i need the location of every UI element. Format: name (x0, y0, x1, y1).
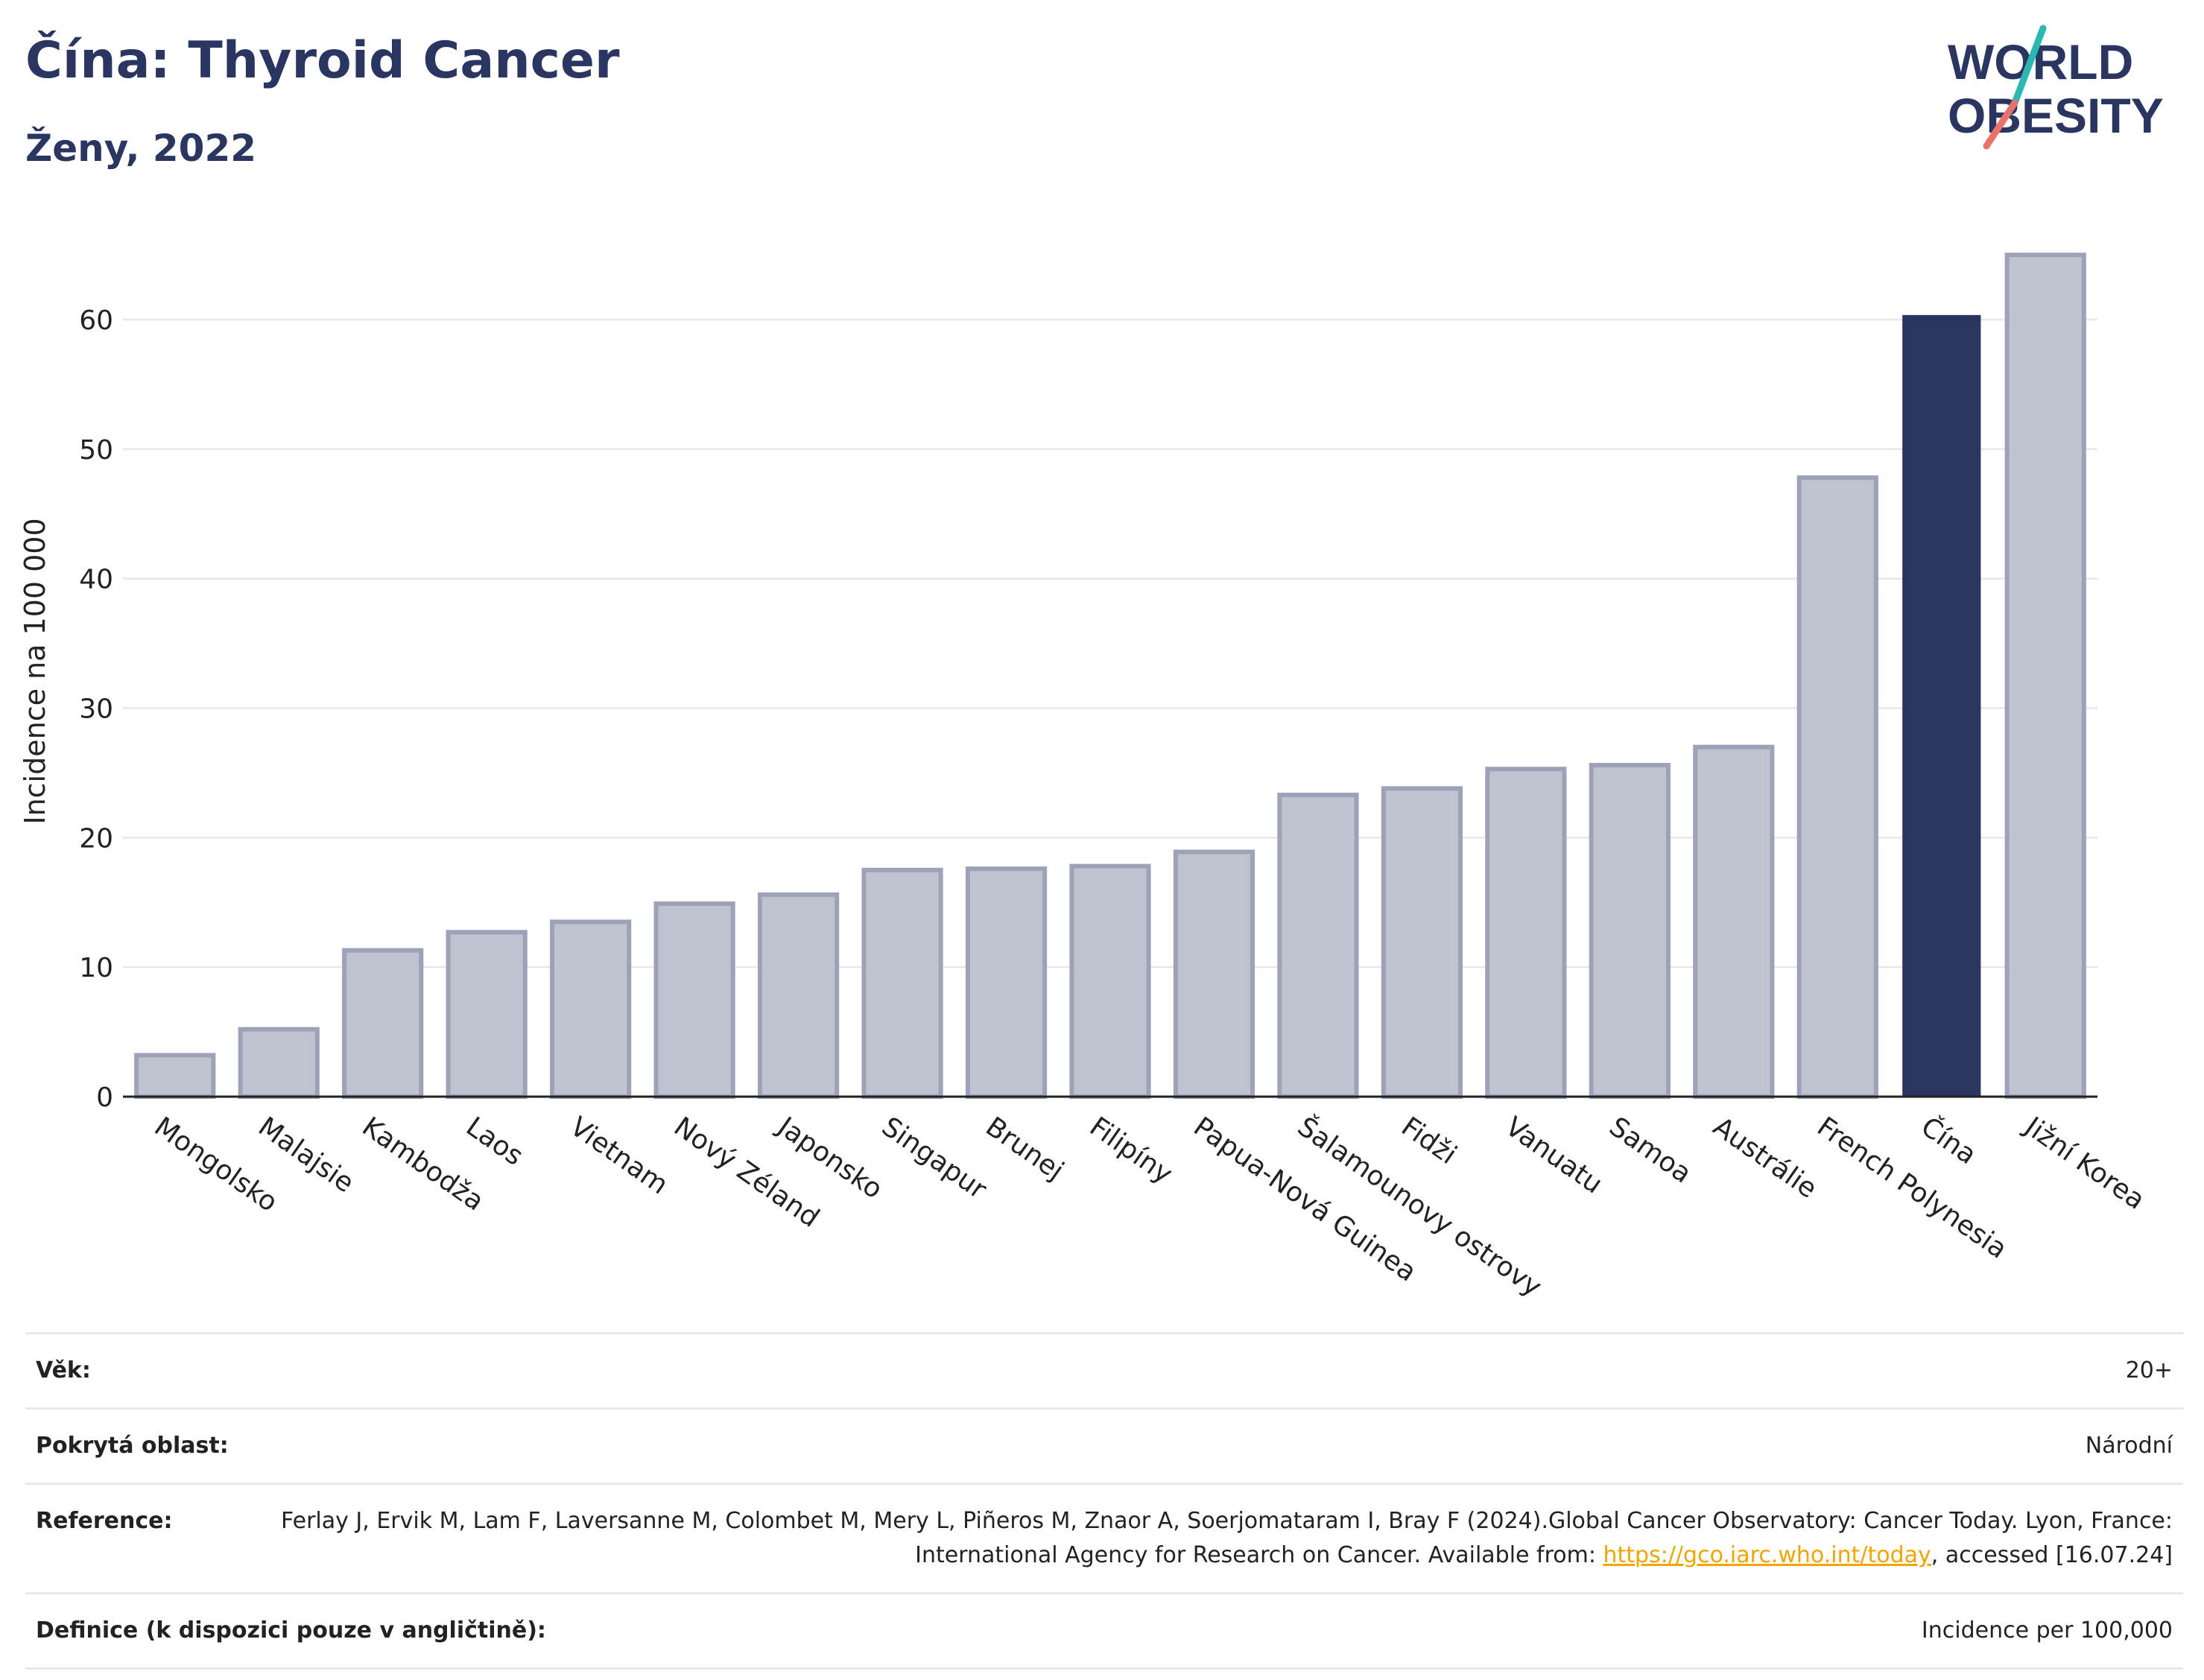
x-tick-label: Filipíny (1084, 1112, 1178, 1190)
bar-brunej (965, 866, 1048, 1099)
info-label: Reference: (36, 1508, 173, 1534)
info-label: Věk: (36, 1357, 91, 1383)
y-axis-label: Incidence na 100 000 (19, 518, 51, 824)
reference-link[interactable]: https://gco.iarc.who.int/today (1603, 1542, 1931, 1568)
y-tick-label: 50 (79, 435, 113, 466)
bar-mongolsko (134, 1053, 216, 1099)
bar-malajsie (238, 1027, 320, 1100)
y-tick-label: 20 (79, 823, 113, 854)
bar-čína (1902, 314, 1981, 1097)
x-tick-label: Čína (1916, 1111, 1983, 1170)
x-tick-label: Singapur (876, 1112, 992, 1205)
bar-vanuatu (1485, 767, 1567, 1099)
info-row-coverage: Pokrytá oblast: Národní (25, 1407, 2183, 1483)
info-value: Ferlay J, Ervik M, Lam F, Laversanne M, … (202, 1504, 2173, 1573)
bar-filipíny (1069, 863, 1151, 1099)
y-tick-label: 60 (79, 305, 113, 336)
info-row-reference: Reference: Ferlay J, Ervik M, Lam F, Lav… (25, 1483, 2183, 1592)
info-label: Pokrytá oblast: (36, 1433, 229, 1459)
bar-kambodža (342, 948, 424, 1100)
y-tick-label: 40 (79, 565, 113, 595)
info-value: 20+ (2125, 1357, 2173, 1383)
reference-accessed: , accessed [16.07.24] (1931, 1542, 2173, 1568)
bar-papua-nová-guinea (1173, 849, 1255, 1099)
y-tick-label: 10 (79, 953, 113, 983)
info-value: Incidence per 100,000 (1921, 1617, 2173, 1643)
bar-french-polynesia (1796, 475, 1878, 1099)
info-row-age: Věk: 20+ (25, 1332, 2183, 1407)
bar-samoa (1589, 763, 1671, 1099)
svg-text:OBESITY: OBESITY (1948, 88, 2164, 143)
x-tick-label: Brunej (980, 1112, 1069, 1187)
reference-text: Ferlay J, Ervik M, Lam F, Laversanne M, … (281, 1508, 2173, 1568)
bar-austrálie (1693, 744, 1775, 1099)
y-axis-ticks: 0 10 20 30 40 50 60 (79, 305, 113, 1113)
bar-japonsko (757, 892, 840, 1100)
page-title: Čína: Thyroid Cancer (25, 31, 620, 90)
x-tick-label: Vietnam (564, 1112, 673, 1201)
info-label: Definice (k dispozici pouze v angličtině… (36, 1617, 546, 1643)
info-value: Národní (2085, 1433, 2173, 1459)
bar-fidži (1381, 786, 1463, 1100)
bar-singapur (861, 867, 943, 1099)
x-tick-label: Jižní Korea (2018, 1111, 2150, 1216)
bar-šalamounovy-ostrovy (1277, 792, 1359, 1100)
x-tick-label: Samoa (1603, 1112, 1697, 1190)
y-tick-label: 30 (79, 694, 113, 725)
info-row-definition: Definice (k dispozici pouze v angličtině… (25, 1592, 2183, 1670)
world-obesity-logo: WORLD OBESITY (1937, 21, 2191, 155)
bars (134, 253, 2086, 1100)
bar-jižní-korea (2004, 253, 2086, 1099)
x-tick-label: French Polynesia (1811, 1112, 2013, 1265)
x-tick-label: Fidži (1396, 1112, 1462, 1170)
x-tick-label: Laos (460, 1112, 528, 1172)
y-tick-label: 0 (96, 1083, 113, 1113)
bar-vietnam (550, 919, 632, 1100)
page-subtitle: Ženy, 2022 (25, 127, 257, 170)
x-tick-label: Vanuatu (1500, 1112, 1608, 1200)
x-tick-label: Austrálie (1708, 1112, 1823, 1205)
bar-laos (446, 930, 528, 1100)
info-table: Věk: 20+ Pokrytá oblast: Národní Referen… (25, 1332, 2183, 1670)
bar-nový-zéland (653, 901, 735, 1099)
